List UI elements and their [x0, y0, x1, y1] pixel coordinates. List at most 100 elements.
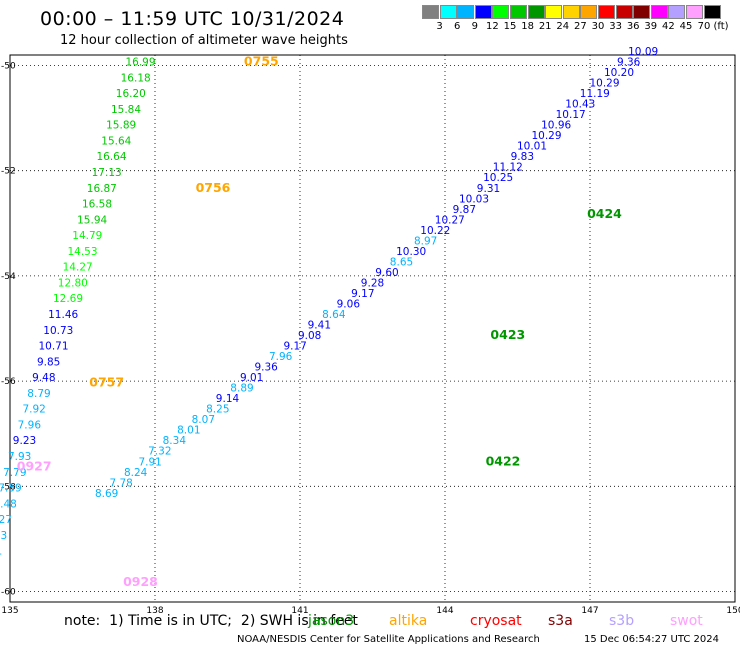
swh-value: 8.69 [95, 488, 118, 500]
swh-value: 9.28 [361, 277, 384, 289]
colorbar-swatch [422, 5, 439, 19]
credit-text: NOAA/NESDIS Center for Satellite Applica… [237, 634, 540, 645]
colorbar-swatch [562, 5, 580, 19]
pass-time-label: 0423 [490, 327, 525, 342]
swh-value: 11.46 [48, 309, 78, 321]
colorbar-swatch [703, 5, 721, 19]
colorbar-label: 36 [626, 21, 640, 32]
colorbar-swatch [527, 5, 545, 19]
swh-value: 10.22 [420, 225, 450, 237]
legend-jason3: jason3 [308, 613, 355, 629]
legend-altika: altika [389, 613, 428, 629]
colorbar-swatch [598, 5, 615, 19]
colorbar-label: 39 [644, 21, 658, 32]
swh-value: 15.64 [101, 135, 131, 147]
swh-value: 8.64 [322, 309, 346, 321]
swh-value: 9.87 [453, 204, 476, 216]
x-tick-label: 144 [436, 606, 453, 616]
colorbar-swatch [668, 5, 686, 19]
y-tick-label: -50 [1, 62, 16, 72]
colorbar-swatch [474, 5, 492, 19]
swh-value: 16.20 [116, 88, 146, 100]
colorbar-swatch [545, 5, 563, 19]
x-tick-label: 150 [726, 606, 740, 616]
colorbar-swatch [650, 5, 668, 19]
swh-value: 10.03 [459, 193, 489, 205]
swh-value: 7.93 [8, 451, 31, 463]
pass-time-label: 0927 [17, 459, 52, 474]
colorbar-label: 24 [556, 21, 570, 32]
swh-value: 10.27 [435, 214, 465, 226]
swh-value: 10.29 [531, 130, 561, 142]
swh-value: 7.91 [138, 456, 161, 468]
swh-value: 8.34 [163, 435, 187, 447]
pass-time-label: 0755 [244, 54, 279, 69]
swh-value: 15.84 [111, 104, 141, 116]
plot-frame [9, 54, 736, 603]
pass-time-label: 0424 [587, 206, 622, 221]
swh-value: 9.60 [375, 267, 398, 279]
legend-cryosat: cryosat [470, 613, 522, 629]
footer-note: note: 1) Time is in UTC; 2) SWH is in fe… [64, 613, 358, 629]
colorbar-swatch [439, 5, 457, 19]
y-tick-label: -52 [1, 167, 16, 177]
y-tick-label: -60 [1, 587, 16, 597]
y-tick-label: -58 [1, 482, 16, 492]
swh-value: 9.06 [337, 298, 361, 310]
colorbar-label: 30 [591, 21, 605, 32]
y-tick-label: -56 [1, 377, 16, 387]
swh-value: 10.01 [517, 141, 547, 153]
swh-value: 7.78 [109, 477, 132, 489]
colorbar-swatch [457, 5, 475, 19]
colorbar-swatch [510, 5, 527, 19]
swh-value: 10.30 [396, 246, 426, 258]
swh-value: 7.27 [0, 514, 12, 526]
x-tick-label: 147 [581, 606, 598, 616]
swh-value: 10.09 [628, 46, 658, 58]
colorbar-swatch [580, 5, 598, 19]
swh-value: 10.25 [483, 172, 513, 184]
colorbar-label: 21 [538, 21, 552, 32]
swh-value: 8.07 [192, 414, 215, 426]
x-tick-label: 141 [291, 606, 308, 616]
swh-value: 10.17 [556, 109, 586, 121]
colorbar-label: 45 [679, 21, 693, 32]
swh-value: 7.73 [0, 530, 7, 542]
swh-value: 16.99 [125, 57, 155, 69]
colorbar-swatch [492, 5, 510, 19]
swh-value: 9.41 [308, 320, 331, 332]
swh-value: 8.25 [206, 404, 229, 416]
swh-value: 9.85 [37, 356, 60, 368]
colorbar-label: 15 [503, 21, 517, 32]
swh-value: 14.79 [72, 230, 102, 242]
colorbar-label: 3 [436, 21, 443, 32]
swh-value: 14.53 [67, 246, 97, 258]
swh-value: 16.18 [121, 72, 151, 84]
swh-value: 10.20 [604, 67, 634, 79]
pass-time-label: 0757 [89, 374, 124, 389]
swh-value: 9.36 [254, 362, 278, 374]
swh-value: 8.79 [27, 388, 50, 400]
swh-value: 9.17 [351, 288, 374, 300]
swh-value: 10.43 [565, 99, 595, 111]
swh-value: 8.97 [414, 235, 437, 247]
swh-value: 7.48 [0, 498, 17, 510]
swh-value: 7.59 [0, 483, 22, 495]
swh-value: 12.80 [58, 277, 88, 289]
legend-s3b: s3b [609, 613, 635, 629]
swh-value: 8.65 [390, 256, 413, 268]
colorbar-label: 42 [662, 21, 675, 32]
swh-value: 7.79 [3, 467, 26, 479]
swh-value: 9.36 [617, 57, 641, 69]
pass-time-label: 0928 [123, 574, 158, 589]
y-tick-label: -54 [1, 272, 16, 282]
swh-value: 10.71 [38, 341, 68, 353]
swh-value: 9.08 [298, 330, 321, 342]
swh-value: 17.13 [92, 167, 122, 179]
swh-value: 10.96 [541, 120, 571, 132]
swh-value: 8.01 [177, 425, 200, 437]
x-tick-label: 138 [146, 606, 163, 616]
swh-value: 10.73 [43, 325, 73, 337]
colorbar-label: 33 [609, 21, 622, 32]
